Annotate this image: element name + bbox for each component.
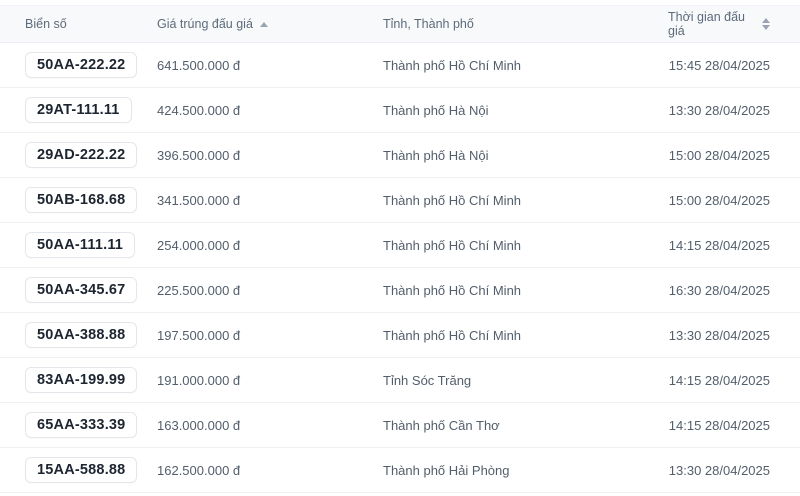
table-row: 50AA-388.88 197.500.000 đ Thành phố Hồ C… bbox=[0, 313, 800, 358]
license-plate-badge: 50AA-388.88 bbox=[25, 322, 138, 348]
plate-cell: 50AB-168.68 bbox=[0, 187, 152, 213]
table-row: 50AA-222.22 641.500.000 đ Thành phố Hồ C… bbox=[0, 43, 800, 88]
column-header-plate-label: Biển số bbox=[25, 17, 67, 31]
column-header-province: Tỉnh, Thành phố bbox=[383, 17, 668, 31]
time-cell: 15:00 28/04/2025 bbox=[668, 147, 770, 163]
column-header-plate: Biển số bbox=[0, 17, 152, 31]
table-row: 83AA-199.99 191.000.000 đ Tỉnh Sóc Trăng… bbox=[0, 358, 800, 403]
province-cell: Thành phố Cần Thơ bbox=[383, 417, 500, 433]
plate-cell: 29AD-222.22 bbox=[0, 142, 152, 168]
plate-cell: 65AA-333.39 bbox=[0, 412, 152, 438]
column-header-province-label: Tỉnh, Thành phố bbox=[383, 17, 474, 31]
time-cell: 15:00 28/04/2025 bbox=[668, 192, 770, 208]
price-cell: 641.500.000 đ bbox=[157, 57, 241, 73]
license-plate-badge: 15AA-588.88 bbox=[25, 457, 138, 483]
time-cell: 16:30 28/04/2025 bbox=[668, 282, 770, 298]
table-row: 15AA-588.88 162.500.000 đ Thành phố Hải … bbox=[0, 448, 800, 493]
price-cell: 225.500.000 đ bbox=[157, 282, 241, 298]
column-header-price[interactable]: Giá trúng đấu giá bbox=[152, 17, 383, 31]
province-cell: Thành phố Hồ Chí Minh bbox=[383, 192, 522, 208]
license-plate-badge: 50AB-168.68 bbox=[25, 187, 138, 213]
table-header-row: Biển số Giá trúng đấu giá Tỉnh, Thành ph… bbox=[0, 5, 800, 43]
province-cell: Thành phố Hồ Chí Minh bbox=[383, 327, 522, 343]
plate-cell: 83AA-199.99 bbox=[0, 367, 152, 393]
license-plate-badge: 50AA-111.11 bbox=[25, 232, 136, 258]
plate-cell: 50AA-111.11 bbox=[0, 232, 152, 258]
sort-ascending-icon bbox=[259, 21, 268, 27]
price-cell: 341.500.000 đ bbox=[157, 192, 241, 208]
time-cell: 13:30 28/04/2025 bbox=[668, 102, 770, 118]
province-cell: Thành phố Hà Nội bbox=[383, 147, 489, 163]
province-cell: Thành phố Hồ Chí Minh bbox=[383, 282, 522, 298]
plate-cell: 29AT-111.11 bbox=[0, 97, 152, 123]
table-row: 50AB-168.68 341.500.000 đ Thành phố Hồ C… bbox=[0, 178, 800, 223]
price-cell: 424.500.000 đ bbox=[157, 102, 241, 118]
license-plate-badge: 65AA-333.39 bbox=[25, 412, 138, 438]
plate-cell: 50AA-345.67 bbox=[0, 277, 152, 303]
license-plate-badge: 50AA-222.22 bbox=[25, 52, 138, 78]
table-row: 29AT-111.11 424.500.000 đ Thành phố Hà N… bbox=[0, 88, 800, 133]
price-cell: 197.500.000 đ bbox=[157, 327, 241, 343]
time-cell: 15:45 28/04/2025 bbox=[668, 57, 770, 73]
table-body: 50AA-222.22 641.500.000 đ Thành phố Hồ C… bbox=[0, 43, 800, 493]
time-cell: 14:15 28/04/2025 bbox=[668, 237, 770, 253]
license-plate-badge: 83AA-199.99 bbox=[25, 367, 138, 393]
table-row: 50AA-111.11 254.000.000 đ Thành phố Hồ C… bbox=[0, 223, 800, 268]
table-row: 65AA-333.39 163.000.000 đ Thành phố Cần … bbox=[0, 403, 800, 448]
time-cell: 13:30 28/04/2025 bbox=[668, 327, 770, 343]
time-cell: 13:30 28/04/2025 bbox=[668, 462, 770, 478]
province-cell: Thành phố Hồ Chí Minh bbox=[383, 237, 522, 253]
column-header-time[interactable]: Thời gian đấu giá bbox=[668, 10, 800, 38]
province-cell: Thành phố Hồ Chí Minh bbox=[383, 57, 522, 73]
province-cell: Tỉnh Sóc Trăng bbox=[383, 372, 472, 388]
province-cell: Thành phố Hà Nội bbox=[383, 102, 489, 118]
price-cell: 162.500.000 đ bbox=[157, 462, 241, 478]
license-plate-badge: 29AD-222.22 bbox=[25, 142, 138, 168]
province-cell: Thành phố Hải Phòng bbox=[383, 462, 510, 478]
license-plate-badge: 29AT-111.11 bbox=[25, 97, 132, 123]
time-cell: 14:15 28/04/2025 bbox=[668, 372, 770, 388]
plate-cell: 15AA-588.88 bbox=[0, 457, 152, 483]
table-row: 29AD-222.22 396.500.000 đ Thành phố Hà N… bbox=[0, 133, 800, 178]
plate-cell: 50AA-222.22 bbox=[0, 52, 152, 78]
time-cell: 14:15 28/04/2025 bbox=[668, 417, 770, 433]
price-cell: 163.000.000 đ bbox=[157, 417, 241, 433]
price-cell: 191.000.000 đ bbox=[157, 372, 241, 388]
column-header-price-label: Giá trúng đấu giá bbox=[157, 17, 253, 31]
table-row: 50AA-345.67 225.500.000 đ Thành phố Hồ C… bbox=[0, 268, 800, 313]
license-plate-badge: 50AA-345.67 bbox=[25, 277, 138, 303]
price-cell: 396.500.000 đ bbox=[157, 147, 241, 163]
sort-both-icon bbox=[762, 18, 770, 30]
price-cell: 254.000.000 đ bbox=[157, 237, 241, 253]
column-header-time-label: Thời gian đấu giá bbox=[668, 10, 745, 38]
plate-cell: 50AA-388.88 bbox=[0, 322, 152, 348]
